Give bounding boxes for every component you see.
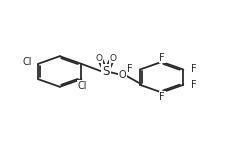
Text: F: F — [191, 80, 196, 90]
Text: S: S — [102, 65, 110, 78]
Text: F: F — [127, 64, 133, 74]
Text: Cl: Cl — [22, 57, 32, 67]
Text: F: F — [159, 92, 165, 102]
Text: O: O — [96, 53, 103, 62]
Text: F: F — [191, 64, 196, 74]
Text: O: O — [110, 53, 116, 62]
Text: F: F — [159, 53, 165, 63]
Text: O: O — [118, 70, 126, 80]
Text: Cl: Cl — [78, 81, 87, 91]
